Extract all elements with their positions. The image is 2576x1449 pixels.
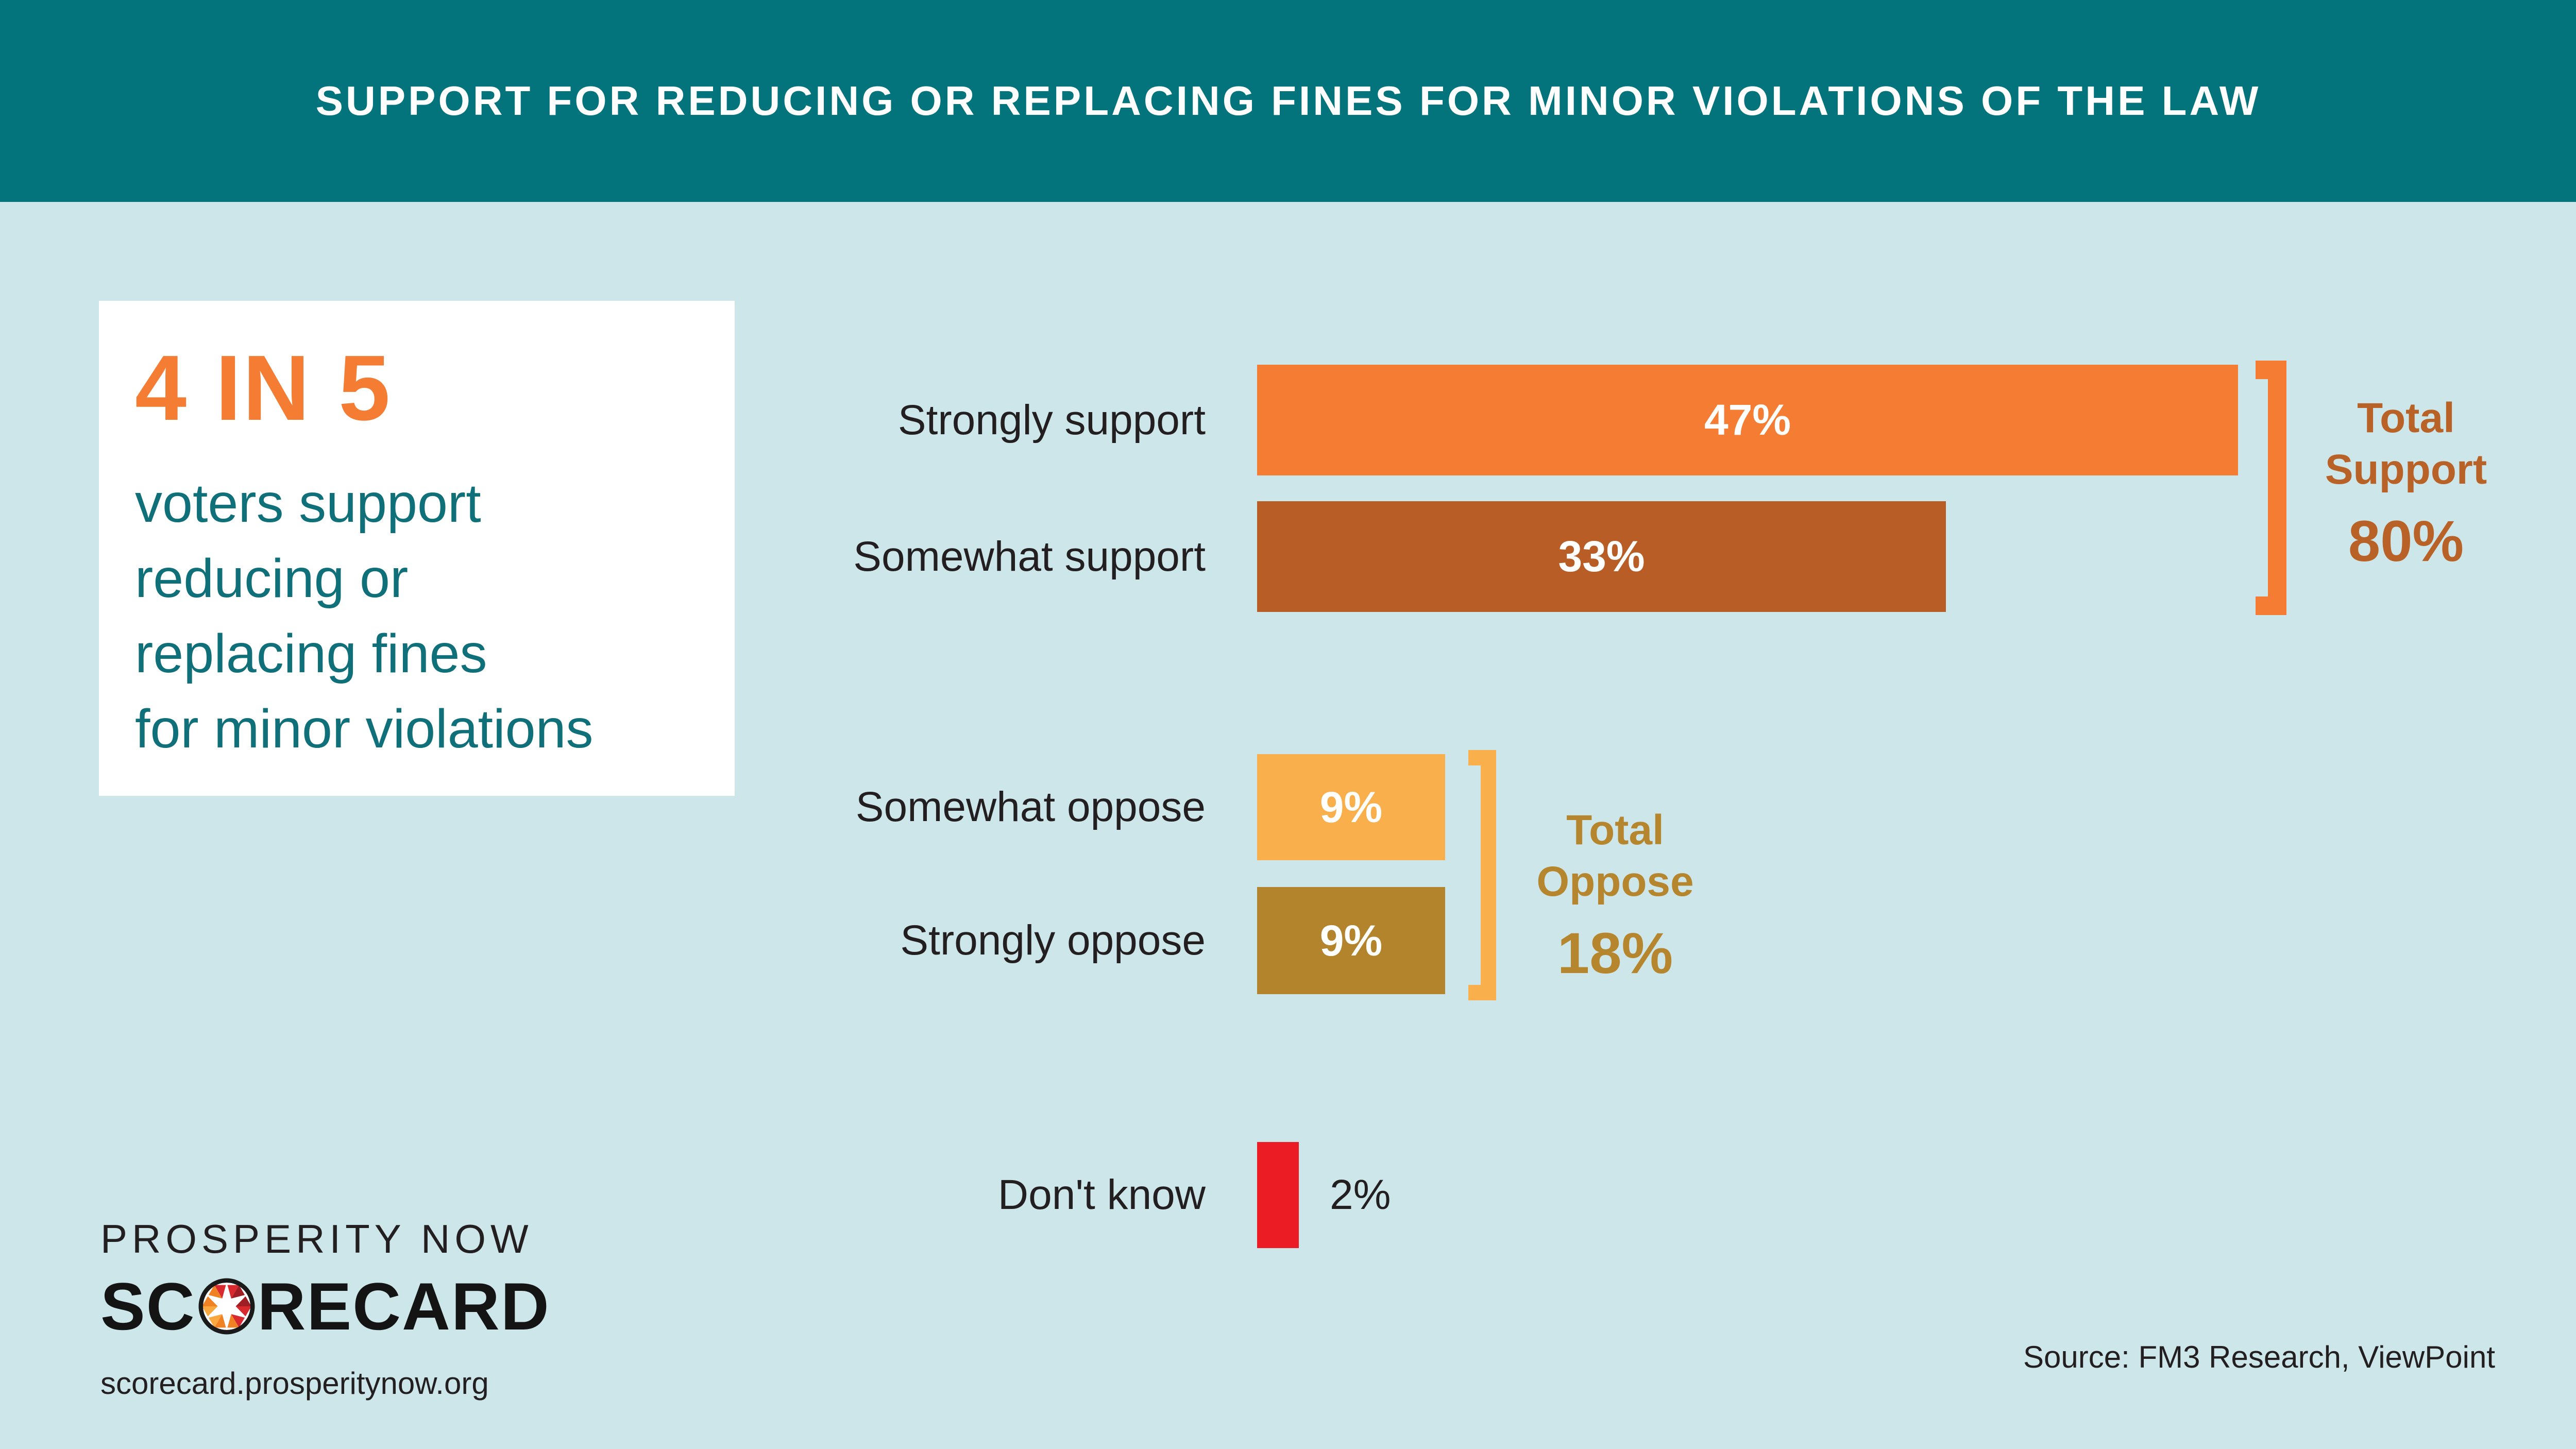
bar-value-label: 2% xyxy=(1330,1171,1391,1218)
callout-body: voters support reducing or replacing fin… xyxy=(135,466,699,766)
callout-headline: 4 IN 5 xyxy=(135,336,392,440)
star-pinwheel-o-icon xyxy=(198,1278,255,1335)
bar-row-strongly-oppose: Strongly oppose 9% xyxy=(0,887,1445,994)
brand-scorecard-pre: SC xyxy=(100,1269,196,1344)
brand-block: PROSPERITY NOW SC RECARD scorecard.prosp… xyxy=(100,1216,550,1401)
bar-segment: 47% xyxy=(1257,365,2238,475)
bar-segment: 9% xyxy=(1257,887,1445,994)
brand-name: PROSPERITY NOW xyxy=(100,1216,533,1262)
bar-value-label: 33% xyxy=(1558,532,1645,581)
bar-row-don-t-know: Don't know 2% xyxy=(0,1142,1391,1248)
total-oppose-value: 18% xyxy=(1557,921,1673,985)
bar-category-label: Strongly support xyxy=(897,396,1206,444)
brand-scorecard: SC RECARD xyxy=(100,1268,550,1345)
bar-value-label: 9% xyxy=(1319,916,1383,965)
total-oppose-annotation: Total Oppose 18% xyxy=(1512,805,1718,986)
bar-row-strongly-support: Strongly support 47% xyxy=(0,365,2238,475)
bar-segment: 33% xyxy=(1257,501,1946,612)
bar-value-label: 9% xyxy=(1319,782,1383,831)
bar-row-somewhat-oppose: Somewhat oppose 9% xyxy=(0,754,1445,860)
brand-url: scorecard.prosperitynow.org xyxy=(100,1366,489,1401)
brand-scorecard-post: RECARD xyxy=(257,1269,550,1344)
callout-line: for minor violations xyxy=(135,698,594,759)
bar-segment: 9% xyxy=(1257,754,1445,860)
bar-row-somewhat-support: Somewhat support 33% xyxy=(0,501,1946,612)
bar-category-label: Don't know xyxy=(997,1171,1206,1218)
callout-line: reducing or xyxy=(135,548,409,609)
total-support-value: 80% xyxy=(2348,509,2464,573)
header-bar: SUPPORT FOR REDUCING OR REPLACING FINES … xyxy=(0,0,2576,202)
callout-line: voters support xyxy=(135,473,481,534)
bar-category-label: Strongly oppose xyxy=(900,917,1206,964)
bar-value-label: 47% xyxy=(1704,396,1791,444)
callout-card: 4 IN 5 voters support reducing or replac… xyxy=(99,301,735,796)
bar-category-label: Somewhat oppose xyxy=(855,783,1206,830)
total-support-bracket xyxy=(2256,361,2286,615)
callout-line: replacing fines xyxy=(135,623,487,684)
bar-segment xyxy=(1257,1142,1299,1248)
total-oppose-bracket xyxy=(1468,750,1496,1000)
total-support-annotation: Total Support 80% xyxy=(2295,393,2517,574)
source-note: Source: FM3 Research, ViewPoint xyxy=(2023,1340,2495,1374)
bar-category-label: Somewhat support xyxy=(853,533,1206,580)
total-support-label: Total Support xyxy=(2325,395,2487,493)
page-title: SUPPORT FOR REDUCING OR REPLACING FINES … xyxy=(315,78,2261,124)
total-oppose-label: Total Oppose xyxy=(1536,807,1694,905)
